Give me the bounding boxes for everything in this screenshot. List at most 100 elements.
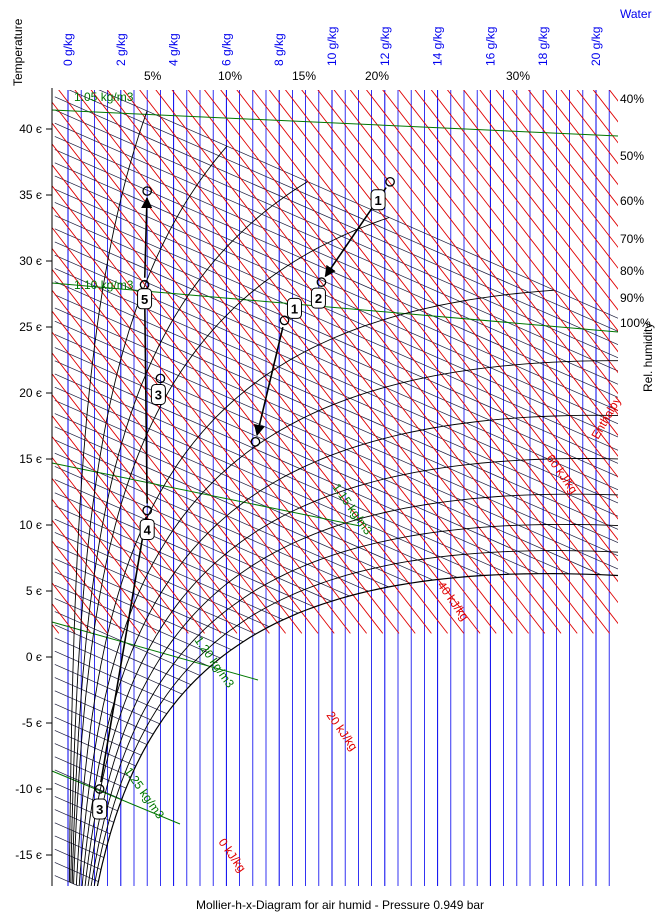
- density-label: 1.10 kg/m3: [74, 278, 134, 292]
- x-tick-label: 4 g/kg: [167, 33, 181, 66]
- enthalpy-gridline: [220, 90, 618, 604]
- enthalpy-lines: [0, 40, 666, 634]
- enthalpy-gridline: [52, 519, 141, 634]
- rh-label: 50%: [620, 149, 644, 163]
- state-point-label: 1: [374, 193, 381, 208]
- enthalpy-gridline: [52, 352, 270, 634]
- state-point-label: 2: [315, 291, 322, 306]
- y-tick-label: 10 є: [19, 518, 42, 532]
- process-line: [139, 290, 151, 504]
- isotherm-gridline: [54, 650, 175, 705]
- isotherm-gridline: [54, 809, 111, 835]
- rh-label: 70%: [620, 232, 644, 246]
- isotherm-gridline: [54, 439, 389, 588]
- enthalpy-gridline: [236, 90, 618, 583]
- enthalpy-gridline: [52, 373, 254, 634]
- enthalpy-gridline: [52, 289, 319, 634]
- x-tick-label: 18 g/kg: [536, 27, 550, 66]
- enthalpy-label: 20 kJ/kg: [324, 709, 361, 754]
- x-tick-label: 12 g/kg: [378, 27, 392, 66]
- rh-axis-label: Rel. humidity: [641, 323, 655, 392]
- x-tick-label: 10 g/kg: [325, 27, 339, 66]
- isotherm-gridline: [54, 347, 570, 575]
- isotherm-gridline: [54, 875, 80, 886]
- state-point-label: 4: [144, 522, 152, 537]
- y-tick-label: -15 є: [15, 848, 42, 862]
- y-tick-label: 40 є: [19, 122, 42, 136]
- isotherm-gridline: [54, 426, 411, 584]
- y-axis-label: Temperature: [11, 18, 25, 86]
- enthalpy-gridline: [603, 40, 666, 633]
- enthalpy-gridline: [52, 331, 286, 634]
- isotherm-gridline: [54, 373, 511, 575]
- isotherm-gridline: [54, 188, 618, 438]
- enthalpy-gridline: [52, 143, 432, 634]
- rh-curve-90: [93, 550, 618, 886]
- y-tick-label: 5 є: [26, 584, 42, 598]
- isotherm-gridline: [54, 96, 618, 345]
- enthalpy-gridline: [333, 90, 618, 457]
- x-tick-label: 20 g/kg: [589, 27, 603, 66]
- water-content-grid: [67, 90, 610, 886]
- enthalpy-gridline: [365, 90, 618, 416]
- enthalpy-gridline: [0, 40, 10, 633]
- isotherm-gridline: [54, 532, 270, 627]
- state-point-label: 3: [96, 802, 103, 817]
- y-tick-label: 20 є: [19, 386, 42, 400]
- isotherm-gridline: [54, 228, 618, 477]
- state-point-label: 5: [141, 292, 148, 307]
- density-label: 1.05 kg/m3: [74, 90, 134, 104]
- rh-curve-60: [84, 458, 618, 886]
- rh-curve-100: [96, 572, 618, 886]
- enthalpy-gridline: [479, 90, 618, 269]
- rh-label: 40%: [620, 92, 644, 106]
- enthalpy-gridline: [52, 394, 238, 634]
- enthalpy-gridline: [155, 90, 578, 634]
- state-point-box: [92, 798, 108, 820]
- isotherm-gridline: [54, 584, 221, 659]
- enthalpy-gridline: [252, 90, 618, 562]
- y-tick-label: -5 є: [22, 716, 42, 730]
- enthalpy-gridline: [52, 101, 465, 634]
- state-point-box: [286, 297, 302, 319]
- isotherm-gridline: [54, 664, 167, 715]
- enthalpy-gridline: [52, 477, 173, 634]
- rh-label: 20%: [365, 69, 389, 83]
- isotherm-gridline: [54, 241, 618, 491]
- enthalpy-gridline: [284, 90, 618, 520]
- process-line: [253, 327, 284, 437]
- rh-curve-15: [71, 181, 308, 884]
- enthalpy-gridline: [52, 268, 335, 634]
- y-tick-label: 35 є: [19, 188, 42, 202]
- rh-curve-40: [78, 360, 618, 886]
- state-point-marker: [250, 436, 261, 447]
- enthalpy-gridline: [398, 90, 618, 374]
- rh-label: 80%: [620, 264, 644, 278]
- isotherm-gridline: [54, 835, 105, 858]
- state-points: 1 2 1 3 4 3 5: [92, 176, 395, 820]
- isotherm-gridline: [54, 518, 284, 621]
- state-point-marker: [142, 505, 153, 516]
- isotherm-gridline: [54, 413, 434, 581]
- x-tick-label: 0 g/kg: [61, 33, 75, 66]
- enthalpy-gridline: [106, 90, 529, 634]
- temperature-axis: -15 є -10 є -5 є 0 є 5 є 10 є 15 є 20 є 25 є 30 є…: [15, 122, 52, 862]
- enthalpy-gridline: [52, 310, 303, 634]
- water-axis-label: Water: [620, 7, 652, 21]
- rh-curve-20: [73, 217, 390, 884]
- enthalpy-gridline: [430, 90, 618, 332]
- enthalpy-gridline: [122, 90, 546, 634]
- enthalpy-gridline: [203, 90, 618, 625]
- enthalpy-axis-label: Enthalpy: [588, 394, 623, 441]
- state-point-box: [139, 518, 155, 540]
- state-point-marker: [94, 784, 105, 794]
- x-tick-label: 8 g/kg: [272, 33, 286, 66]
- isotherm-gridline: [54, 782, 118, 812]
- rh-curve-50: [81, 414, 618, 886]
- process-line: [141, 196, 153, 278]
- isotherm-gridline: [54, 756, 127, 789]
- isotherm-gridline: [54, 558, 244, 643]
- isotherm-gridline: [54, 690, 154, 735]
- state-point-box: [310, 287, 326, 309]
- y-tick-label: 15 є: [19, 452, 42, 466]
